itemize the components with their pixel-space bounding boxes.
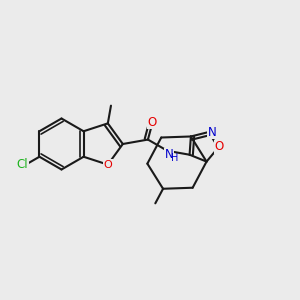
Text: H: H <box>171 153 178 163</box>
Text: O: O <box>214 140 224 154</box>
Text: Cl: Cl <box>16 158 28 172</box>
Text: N: N <box>164 148 173 161</box>
Text: N: N <box>208 125 217 139</box>
Text: O: O <box>148 116 157 129</box>
Text: O: O <box>103 160 112 170</box>
